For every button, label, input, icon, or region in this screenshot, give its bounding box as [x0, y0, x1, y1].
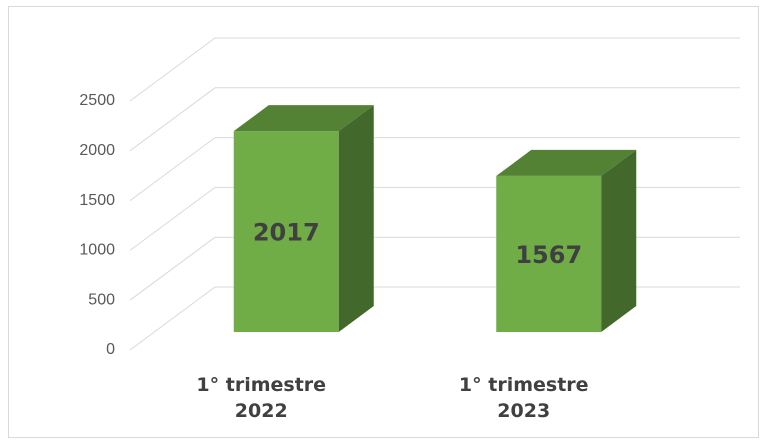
bar-side [338, 105, 374, 332]
grid-line-side [129, 37, 216, 102]
grid-line-side [129, 286, 216, 351]
bar-front [496, 175, 602, 332]
y-tick-label: 1000 [79, 242, 115, 259]
x-tick-label: 1° trimestre 2022 [196, 374, 327, 422]
bar-top [496, 149, 637, 176]
bar [233, 105, 374, 332]
chart-frame [8, 6, 759, 438]
grid-line-side [129, 186, 216, 251]
grid-line-side [129, 137, 216, 202]
y-tick-label: 500 [88, 291, 115, 308]
data-label: 1567 [515, 241, 582, 269]
y-tick-label: 2000 [79, 142, 115, 159]
y-tick-label: 2500 [79, 92, 115, 109]
bar-front [233, 131, 339, 332]
grid-line-side [129, 236, 216, 301]
y-tick-label: 1500 [79, 192, 115, 209]
bar-side [601, 149, 637, 332]
data-label: 2017 [253, 219, 320, 247]
grid-line-side [129, 87, 216, 152]
x-tick-label: 1° trimestre 2023 [458, 374, 589, 422]
bar [496, 149, 637, 332]
y-tick-label: 0 [106, 341, 115, 358]
bar-top [233, 105, 374, 132]
